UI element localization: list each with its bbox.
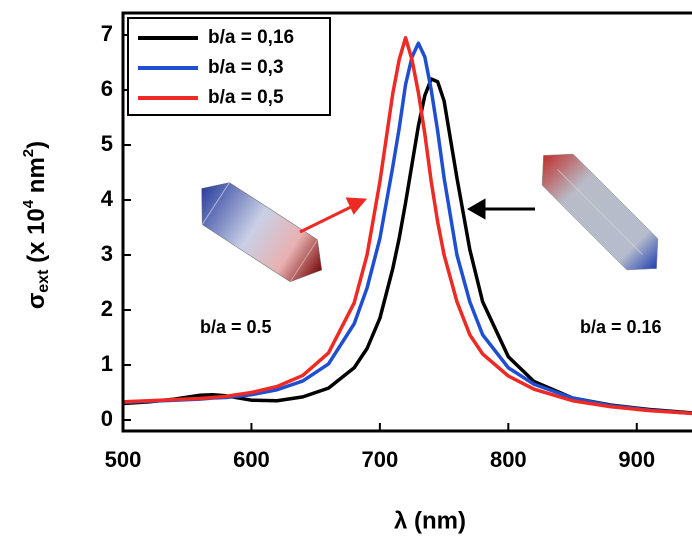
- legend: b/a = 0,16 b/a = 0,3 b/a = 0,5: [127, 17, 331, 116]
- y-label-part: σ: [23, 293, 50, 309]
- annotation: b/a = 0.16: [580, 317, 662, 337]
- arrow-red: [299, 197, 368, 234]
- y-axis-label: σext (x 104 nm2): [20, 141, 52, 309]
- y-tick-label: 5: [101, 131, 113, 156]
- plot-frame: [121, 11, 692, 433]
- legend-label: b/a = 0,3: [208, 57, 284, 78]
- y-tick-label: 6: [101, 76, 113, 101]
- shape-right: [541, 153, 659, 271]
- legend-label: b/a = 0,16: [208, 27, 294, 48]
- x-tick-label: 600: [233, 447, 270, 472]
- legend-label: b/a = 0,5: [208, 87, 284, 108]
- y-tick-label: 3: [101, 241, 113, 266]
- y-label-part: 4: [20, 199, 37, 208]
- y-tick-label: 4: [101, 186, 114, 211]
- x-tick-label: 700: [362, 447, 399, 472]
- x-axis-label: λ (nm): [394, 507, 466, 534]
- x-tick-label: 500: [105, 447, 142, 472]
- arrow-black: [466, 198, 535, 220]
- y-tick-label: 0: [101, 406, 113, 431]
- x-tick-label: 800: [490, 447, 527, 472]
- shape-left: [201, 182, 322, 283]
- y-label-part: ext: [35, 269, 52, 293]
- y-label-part: 2: [20, 149, 37, 157]
- x-tick-label: 900: [618, 447, 655, 472]
- y-label-part: (x 10: [23, 208, 50, 269]
- annotation: b/a = 0.5: [200, 317, 272, 337]
- y-tick-label: 2: [101, 296, 113, 321]
- y-label-part: ): [23, 141, 50, 149]
- y-tick-label: 7: [101, 21, 113, 46]
- series-line: [122, 36, 692, 416]
- y-label-part: nm: [23, 157, 50, 200]
- y-tick-label: 1: [101, 351, 113, 376]
